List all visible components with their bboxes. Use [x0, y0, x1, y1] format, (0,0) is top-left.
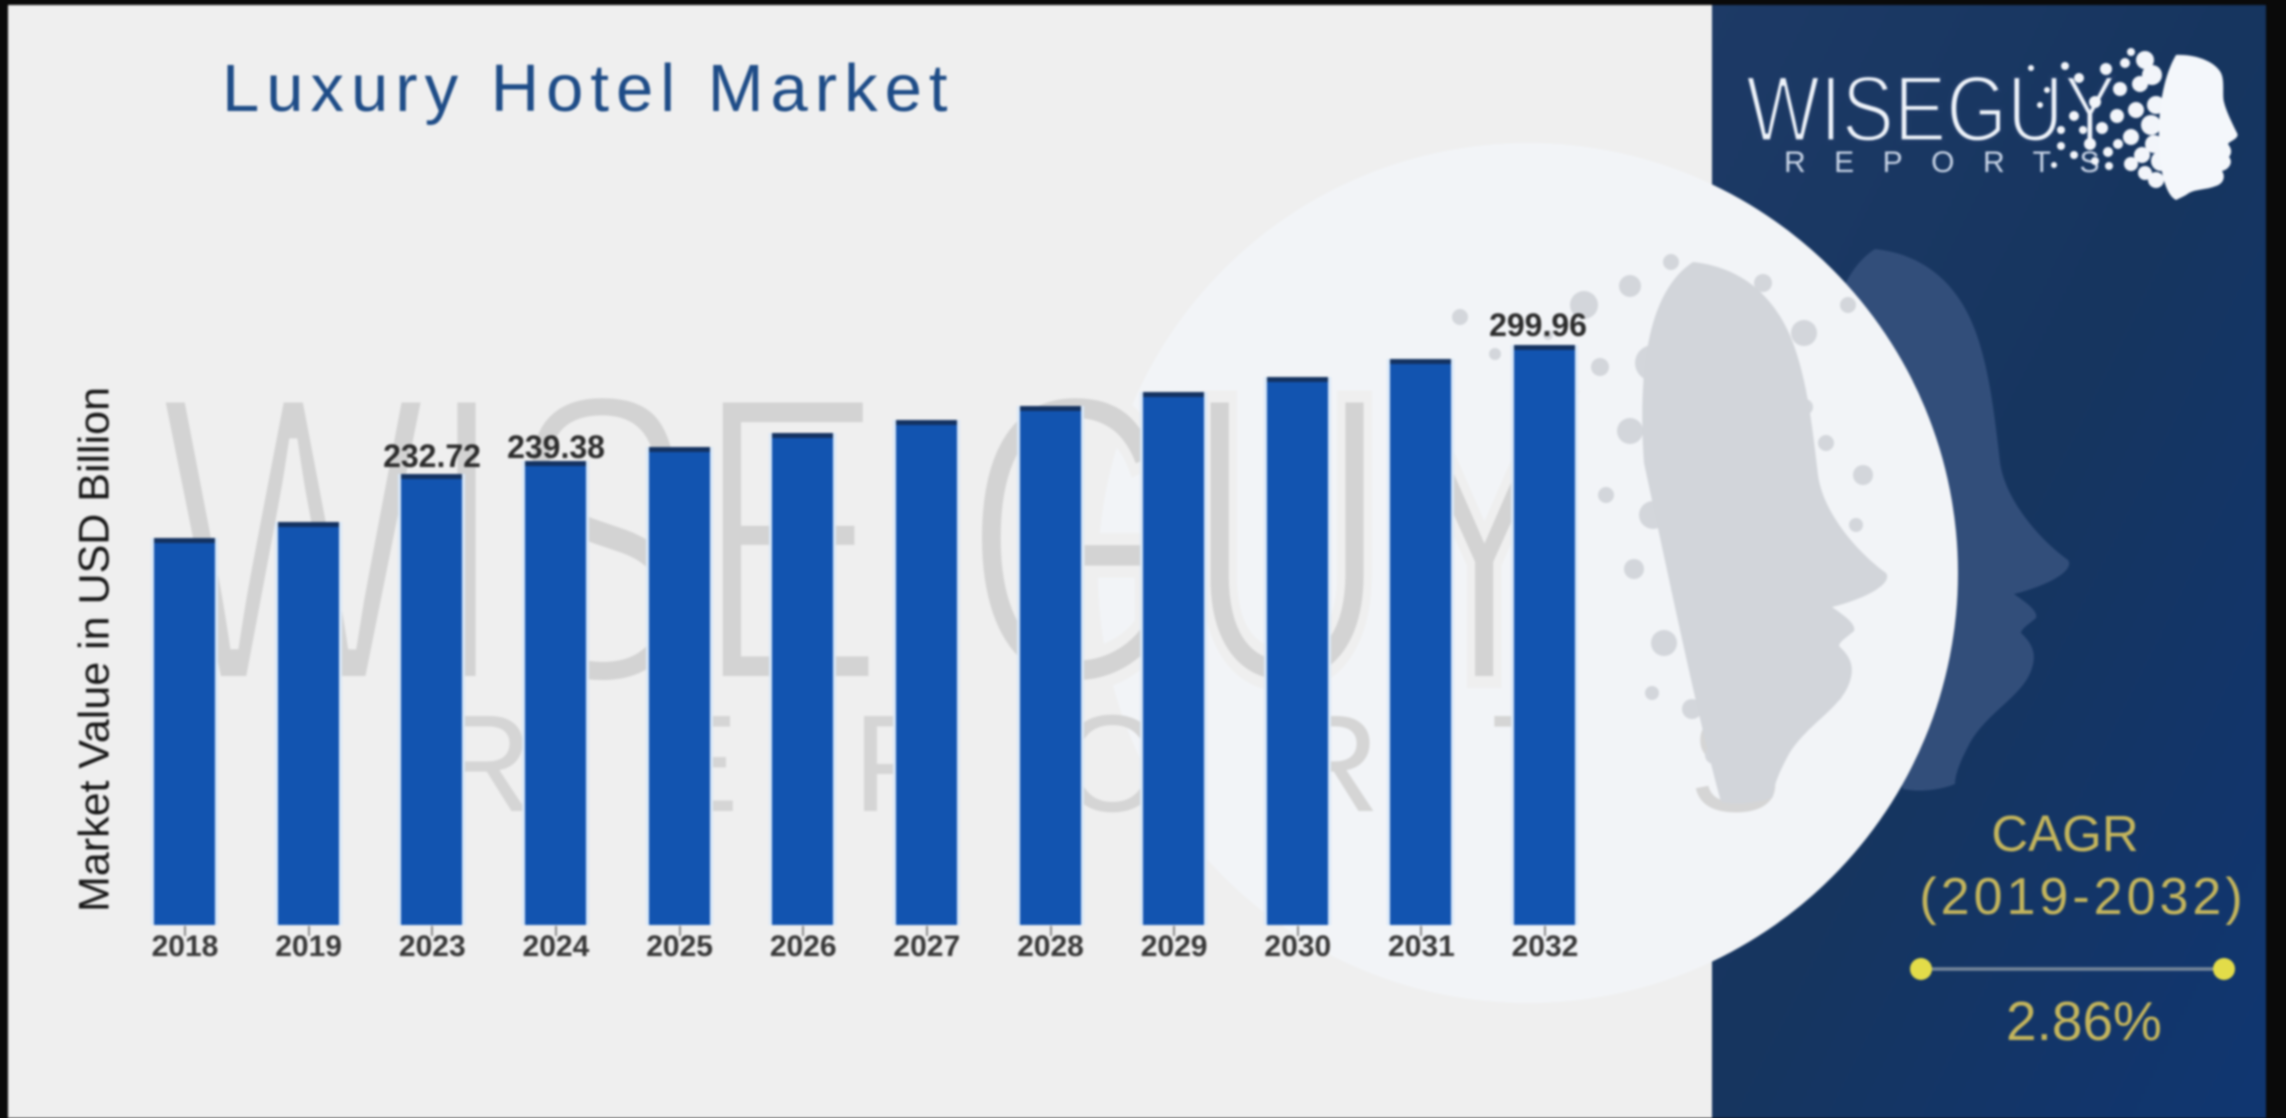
svg-text:REPORTS: REPORTS [1784, 146, 2128, 179]
svg-text:WISE GUY: WISE GUY [159, 306, 1579, 770]
svg-text:WISEGUY: WISEGUY [1746, 56, 2116, 161]
